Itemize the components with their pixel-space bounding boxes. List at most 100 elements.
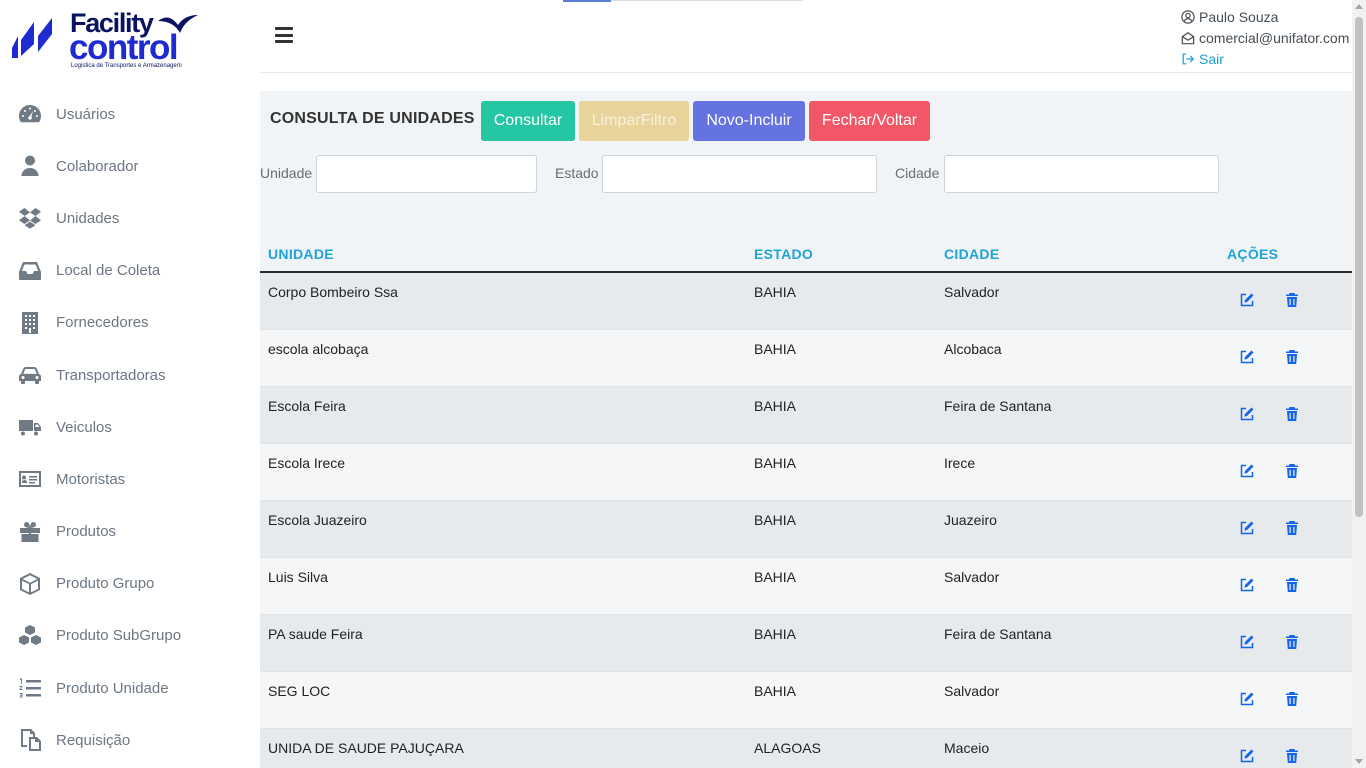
cell-cidade: Salvador: [944, 569, 1000, 585]
sidebar-item-unidades[interactable]: Unidades: [0, 192, 260, 244]
sidebar-item-label: Produto SubGrupo: [56, 627, 182, 645]
header-accent: [563, 0, 611, 2]
trash-icon[interactable]: [1284, 349, 1302, 367]
column-header-estado[interactable]: ESTADO: [754, 246, 814, 262]
sidebar-item-label: Colaborador: [56, 157, 139, 175]
sidebar-item-produto-unidade[interactable]: Produto Unidade: [0, 662, 260, 714]
cell-unidade: UNIDA DE SAUDE PAJUÇARA: [268, 740, 464, 756]
cell-cidade: Irece: [944, 455, 976, 471]
sidebar-item-local-de-coleta[interactable]: Local de Coleta: [0, 245, 260, 297]
edit-icon[interactable]: [1239, 349, 1257, 367]
table-row: Corpo Bombeiro Ssa BAHIA Salvador: [260, 273, 1352, 330]
sidebar-nav: Usuários Colaborador Unidades Local de C…: [0, 88, 260, 766]
scroll-up-arrow-icon[interactable]: [1355, 4, 1363, 9]
consultar-button[interactable]: Consultar: [481, 101, 575, 141]
user-panel: Paulo Souza comercial@unifator.com Sair: [1181, 6, 1351, 69]
sidebar-item-usuarios[interactable]: Usuários: [0, 88, 260, 140]
sidebar-item-fornecedores[interactable]: Fornecedores: [0, 297, 260, 349]
edit-icon[interactable]: [1239, 748, 1257, 766]
trash-icon[interactable]: [1284, 748, 1302, 766]
truck-icon: [0, 415, 56, 439]
page-scrollbar[interactable]: [1352, 0, 1366, 768]
sidebar-item-label: Usuários: [56, 105, 116, 123]
brand-logo[interactable]: Facility control Logistica de Transporte…: [12, 8, 212, 74]
brand-name-line2: control: [69, 28, 179, 67]
sidebar-item-requisicao[interactable]: Requisição: [0, 714, 260, 766]
cubes-icon: [0, 624, 56, 648]
edit-icon[interactable]: [1239, 463, 1257, 481]
gift-icon: [0, 520, 56, 544]
cell-cidade: Maceio: [944, 740, 990, 756]
trash-icon[interactable]: [1284, 463, 1302, 481]
cell-estado: BAHIA: [754, 626, 797, 642]
cell-estado: BAHIA: [754, 455, 797, 471]
scrollbar-thumb[interactable]: [1355, 17, 1363, 517]
dropbox-icon: [0, 206, 56, 230]
user-name: Paulo Souza: [1199, 8, 1279, 25]
cell-cidade: Juazeiro: [944, 512, 997, 528]
fechar-voltar-button[interactable]: Fechar/Voltar: [809, 101, 930, 141]
scroll-down-arrow-icon[interactable]: [1355, 759, 1363, 764]
sign-out-icon: [1182, 53, 1195, 64]
sidebar-item-label: Local de Coleta: [56, 262, 161, 280]
column-header-unidade[interactable]: UNIDADE: [268, 246, 334, 262]
edit-icon[interactable]: [1239, 634, 1257, 652]
trash-icon[interactable]: [1284, 691, 1302, 709]
estado-filter-label: Estado: [555, 165, 599, 181]
bird-icon: [158, 15, 198, 33]
cell-unidade: SEG LOC: [268, 683, 331, 699]
sidebar-item-label: Requisição: [56, 731, 131, 749]
cell-cidade: Salvador: [944, 683, 1000, 699]
user-email: comercial@unifator.com: [1199, 29, 1350, 46]
header-divider: [563, 0, 803, 1]
trash-icon[interactable]: [1284, 520, 1302, 538]
brand-tagline: Logistica de Transportes e Armazenagem: [71, 63, 182, 69]
logout-link[interactable]: Sair: [1181, 48, 1351, 69]
trash-icon[interactable]: [1284, 292, 1302, 310]
cidade-filter-label: Cidade: [895, 165, 940, 181]
sidebar-item-produto-subgrupo[interactable]: Produto SubGrupo: [0, 610, 260, 662]
cell-estado: BAHIA: [754, 569, 797, 585]
id-card-icon: [0, 467, 56, 491]
sidebar-item-veiculos[interactable]: Veiculos: [0, 401, 260, 453]
menu-toggle-icon[interactable]: [275, 27, 293, 43]
unidade-filter-input[interactable]: [316, 155, 537, 193]
sidebar-item-transportadoras[interactable]: Transportadoras: [0, 349, 260, 401]
table-row: escola alcobaça BAHIA Alcobaca: [260, 330, 1352, 387]
copy-icon: [0, 728, 56, 752]
cell-estado: BAHIA: [754, 683, 797, 699]
sidebar-item-produtos[interactable]: Produtos: [0, 506, 260, 558]
sidebar-item-colaborador[interactable]: Colaborador: [0, 140, 260, 192]
trash-icon[interactable]: [1284, 634, 1302, 652]
logout-label: Sair: [1199, 50, 1224, 67]
user-icon: [0, 154, 56, 178]
logo-mark-icon: [12, 18, 52, 58]
edit-icon[interactable]: [1239, 691, 1257, 709]
envelope-open-icon: [1181, 31, 1195, 44]
sidebar-item-motoristas[interactable]: Motoristas: [0, 453, 260, 505]
edit-icon[interactable]: [1239, 520, 1257, 538]
user-circle-icon: [1181, 9, 1195, 24]
list-ol-icon: [0, 676, 56, 700]
trash-icon[interactable]: [1284, 577, 1302, 595]
estado-filter-input[interactable]: [602, 155, 877, 193]
sidebar-item-label: Transportadoras: [56, 366, 166, 384]
sidebar-item-label: Veiculos: [56, 418, 112, 436]
trash-icon[interactable]: [1284, 406, 1302, 424]
edit-icon[interactable]: [1239, 406, 1257, 424]
building-icon: [0, 311, 56, 335]
novo-incluir-button[interactable]: Novo-Incluir: [693, 101, 805, 141]
cell-unidade: escola alcobaça: [268, 341, 369, 357]
edit-icon[interactable]: [1239, 577, 1257, 595]
sidebar-item-produto-grupo[interactable]: Produto Grupo: [0, 558, 260, 610]
cidade-filter-input[interactable]: [944, 155, 1219, 193]
cell-estado: BAHIA: [754, 512, 797, 528]
user-email-line: comercial@unifator.com: [1181, 27, 1351, 48]
edit-icon[interactable]: [1239, 292, 1257, 310]
table-row: Escola Irece BAHIA Irece: [260, 444, 1352, 501]
table-row: Escola Feira BAHIA Feira de Santana: [260, 387, 1352, 444]
column-header-cidade[interactable]: CIDADE: [944, 246, 1000, 262]
sidebar: Facility control Logistica de Transporte…: [0, 0, 260, 768]
limpar-filtro-button[interactable]: LimparFiltro: [579, 101, 689, 141]
cell-unidade: Corpo Bombeiro Ssa: [268, 284, 398, 300]
